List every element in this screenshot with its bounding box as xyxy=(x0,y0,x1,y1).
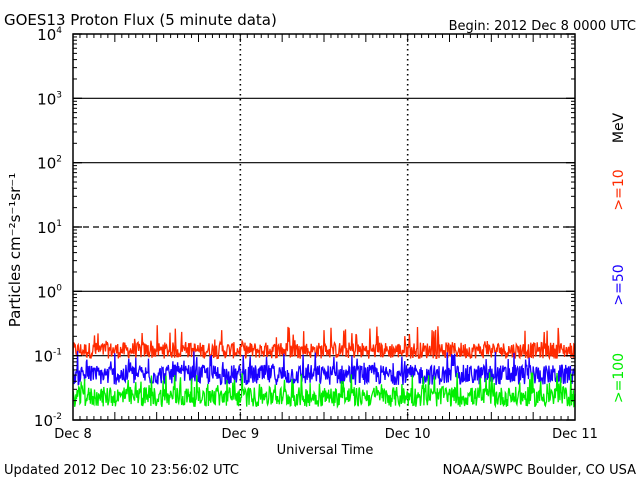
y-tick-label: 101 xyxy=(37,219,62,237)
x-tick-label: Dec 8 xyxy=(54,427,92,442)
y-tick-labels: 10-2 10-1 100 101 102 103 104 xyxy=(34,26,62,430)
legend: MeV >=10 >=50 >=100 xyxy=(611,112,627,403)
series-layer xyxy=(72,325,576,409)
source-credit: NOAA/SWPC Boulder, CO USA xyxy=(443,463,636,478)
x-tick-label: Dec 9 xyxy=(222,427,260,442)
x-tick-labels: Dec 8 Dec 9 Dec 10 Dec 11 xyxy=(54,427,598,442)
legend-unit: MeV xyxy=(611,112,627,143)
legend-entry: >=10 xyxy=(611,169,627,210)
legend-entry: >=50 xyxy=(611,264,627,305)
x-axis-label: Universal Time xyxy=(277,443,374,458)
y-tick-label: 100 xyxy=(37,283,62,301)
series-line xyxy=(72,372,576,409)
y-axis-label: Particles cm⁻²s⁻¹sr⁻¹ xyxy=(6,173,24,327)
x-tick-label: Dec 11 xyxy=(552,427,598,442)
series-line xyxy=(72,325,576,361)
frame-layer xyxy=(72,33,576,421)
x-tick-label: Dec 10 xyxy=(385,427,431,442)
updated-time: Updated 2012 Dec 10 23:56:02 UTC xyxy=(4,463,239,478)
y-tick-label: 103 xyxy=(37,90,62,108)
legend-entry: >=100 xyxy=(611,353,627,403)
begin-time: Begin: 2012 Dec 8 0000 UTC xyxy=(449,19,636,34)
y-tick-label: 10-2 xyxy=(34,412,62,430)
y-tick-label: 102 xyxy=(37,155,62,173)
chart-title: GOES13 Proton Flux (5 minute data) xyxy=(4,11,277,29)
y-tick-label: 10-1 xyxy=(34,348,62,366)
y-tick-label: 104 xyxy=(37,26,62,44)
